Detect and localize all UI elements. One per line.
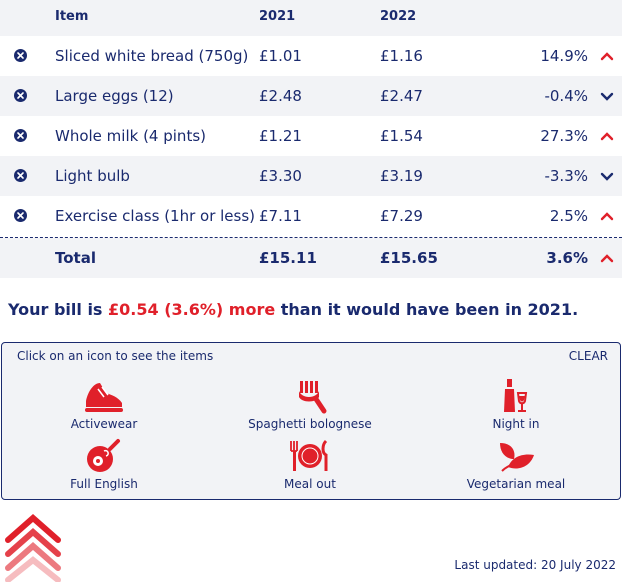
last-updated: Last updated: 20 July 2022	[454, 558, 616, 572]
table-header: Item 2021 2022	[0, 0, 622, 36]
total-label: Total	[55, 249, 96, 267]
scroll-up-chevron-icon[interactable]	[4, 514, 62, 582]
item-name: Large eggs (12)	[55, 87, 174, 105]
table-row: Large eggs (12) £2.48 £2.47 -0.4%	[0, 76, 622, 116]
option-spaghetti[interactable]: Spaghetti bolognese	[230, 377, 390, 431]
up-arrow-icon	[600, 254, 614, 263]
item-price-2022: £1.54	[380, 127, 423, 145]
item-price-2021: £7.11	[259, 207, 302, 225]
option-full-english[interactable]: Full English	[24, 437, 184, 491]
remove-item-icon[interactable]	[14, 169, 27, 182]
item-name: Whole milk (4 pints)	[55, 127, 206, 145]
item-change: -3.3%	[544, 167, 588, 185]
item-change: 27.3%	[540, 127, 588, 145]
fork-spaghetti-icon	[299, 381, 327, 414]
frying-pan-icon	[87, 439, 120, 472]
clear-button[interactable]: CLEAR	[568, 349, 608, 363]
leaf-icon	[500, 443, 534, 472]
plate-cutlery-icon	[290, 439, 328, 471]
remove-item-icon[interactable]	[14, 89, 27, 102]
wine-icon	[504, 379, 528, 412]
bill-summary: Your bill is £0.54 (3.6%) more than it w…	[8, 300, 578, 319]
item-price-2021: £1.21	[259, 127, 302, 145]
bottom-fade	[0, 500, 622, 586]
header-item: Item	[55, 9, 89, 24]
option-night-in[interactable]: Night in	[436, 377, 596, 431]
header-2021: 2021	[259, 9, 296, 24]
panel-hint: Click on an icon to see the items	[17, 349, 214, 363]
item-change: -0.4%	[544, 87, 588, 105]
option-label: Activewear	[70, 417, 138, 431]
total-change: 3.6%	[546, 249, 588, 267]
price-table: Item 2021 2022 Sliced white bread (750g)…	[0, 0, 622, 236]
bill-amount: £0.54 (3.6%) more	[108, 300, 276, 319]
trainer-icon	[85, 383, 123, 412]
option-label: Vegetarian meal	[466, 477, 566, 491]
item-change: 2.5%	[549, 207, 588, 225]
item-price-2022: £1.16	[380, 47, 423, 65]
bill-suffix: than it would have been in 2021.	[280, 300, 579, 319]
option-label: Full English	[70, 477, 138, 491]
remove-item-icon[interactable]	[14, 49, 27, 62]
option-label: Spaghetti bolognese	[248, 417, 372, 431]
total-divider	[0, 237, 622, 238]
option-meal-out[interactable]: Meal out	[230, 437, 390, 491]
up-arrow-icon	[600, 212, 614, 221]
up-arrow-icon	[600, 132, 614, 141]
item-price-2021: £3.30	[259, 167, 302, 185]
table-row: Light bulb £3.30 £3.19 -3.3%	[0, 156, 622, 196]
basket-panel: Click on an icon to see the items CLEAR …	[1, 342, 621, 500]
remove-item-icon[interactable]	[14, 209, 27, 222]
option-label: Night in	[492, 417, 540, 431]
option-activewear[interactable]: Activewear	[24, 377, 184, 431]
up-arrow-icon	[600, 52, 614, 61]
down-arrow-icon	[600, 92, 614, 101]
table-row: Whole milk (4 pints) £1.21 £1.54 27.3%	[0, 116, 622, 156]
header-2022: 2022	[380, 9, 417, 24]
item-name: Exercise class (1hr or less)	[55, 207, 256, 225]
item-price-2022: £7.29	[380, 207, 423, 225]
down-arrow-icon	[600, 172, 614, 181]
total-row: Total £15.11 £15.65 3.6%	[0, 238, 622, 278]
table-row: Exercise class (1hr or less) £7.11 £7.29 2.…	[0, 196, 622, 236]
item-price-2022: £2.47	[380, 87, 423, 105]
item-price-2022: £3.19	[380, 167, 423, 185]
item-price-2021: £1.01	[259, 47, 302, 65]
item-price-2021: £2.48	[259, 87, 302, 105]
bill-prefix: Your bill is	[8, 300, 103, 319]
total-2022: £15.65	[380, 249, 438, 267]
item-name: Light bulb	[55, 167, 130, 185]
option-vegetarian[interactable]: Vegetarian meal	[436, 437, 596, 491]
option-label: Meal out	[284, 477, 336, 491]
total-2021: £15.11	[259, 249, 317, 267]
remove-item-icon[interactable]	[14, 129, 27, 142]
item-name: Sliced white bread (750g)	[55, 47, 249, 65]
item-change: 14.9%	[540, 47, 588, 65]
table-row: Sliced white bread (750g) £1.01 £1.16 14.9%	[0, 36, 622, 76]
